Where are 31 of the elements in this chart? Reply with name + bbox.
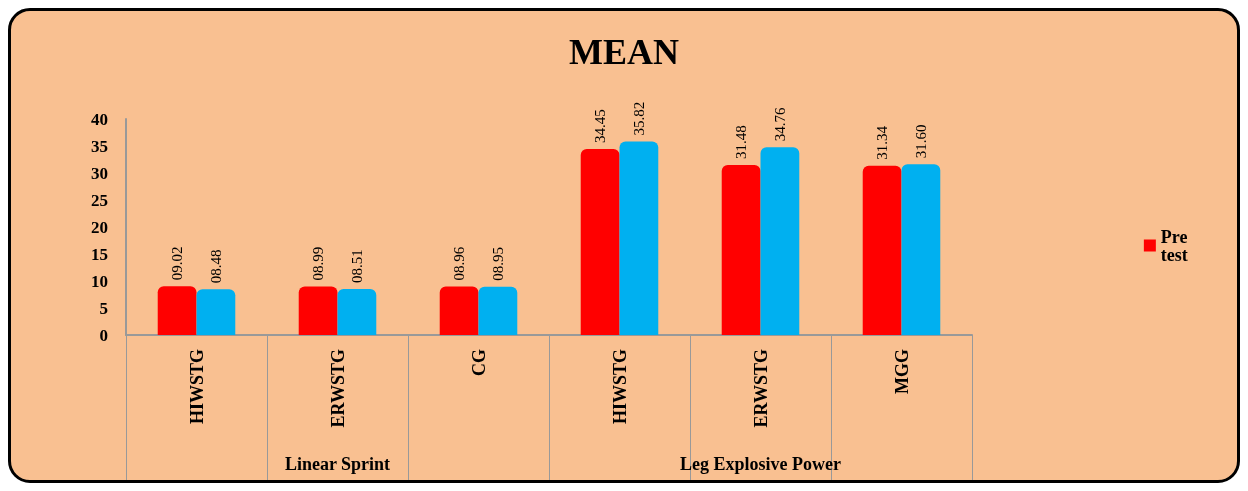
y-tick-label: 20	[91, 217, 108, 237]
y-tick-label: 30	[91, 163, 108, 183]
x-tick-label: MGG	[891, 349, 912, 394]
x-tick-label: ERWSTG	[327, 349, 348, 428]
x-tick-label: CG	[468, 349, 489, 376]
x-tick-label: ERWSTG	[750, 349, 771, 428]
y-tick-label: 10	[91, 271, 108, 291]
y-tick-label: 35	[91, 136, 108, 156]
y-tick-label: 15	[91, 244, 108, 264]
data-label: 31.34	[874, 125, 891, 160]
data-label: 08.95	[489, 246, 506, 281]
y-tick-label: 5	[99, 298, 108, 318]
data-label: 31.60	[912, 124, 929, 159]
data-label: 34.45	[592, 109, 609, 143]
data-label: 35.82	[630, 101, 647, 136]
data-label: 08.51	[348, 249, 365, 284]
x-tick-label: HIWSTG	[609, 349, 630, 425]
y-tick-label: 40	[91, 109, 108, 129]
text: Leg Explosive Power	[680, 454, 841, 474]
y-tick-label: 0	[99, 325, 108, 345]
data-label: 09.02	[169, 246, 186, 281]
data-label: 34.76	[771, 107, 788, 142]
y-tick-label: 25	[91, 190, 108, 210]
x-tick-label: HIWSTG	[186, 349, 207, 425]
data-label: 31.48	[733, 125, 750, 160]
data-label: 08.48	[207, 249, 224, 284]
chart-title: MEAN	[569, 32, 679, 72]
data-label: 08.99	[310, 246, 327, 281]
data-label: 08.96	[451, 246, 468, 281]
text: Linear Sprint	[284, 454, 391, 474]
legend-label: Pre test	[1160, 226, 1193, 265]
